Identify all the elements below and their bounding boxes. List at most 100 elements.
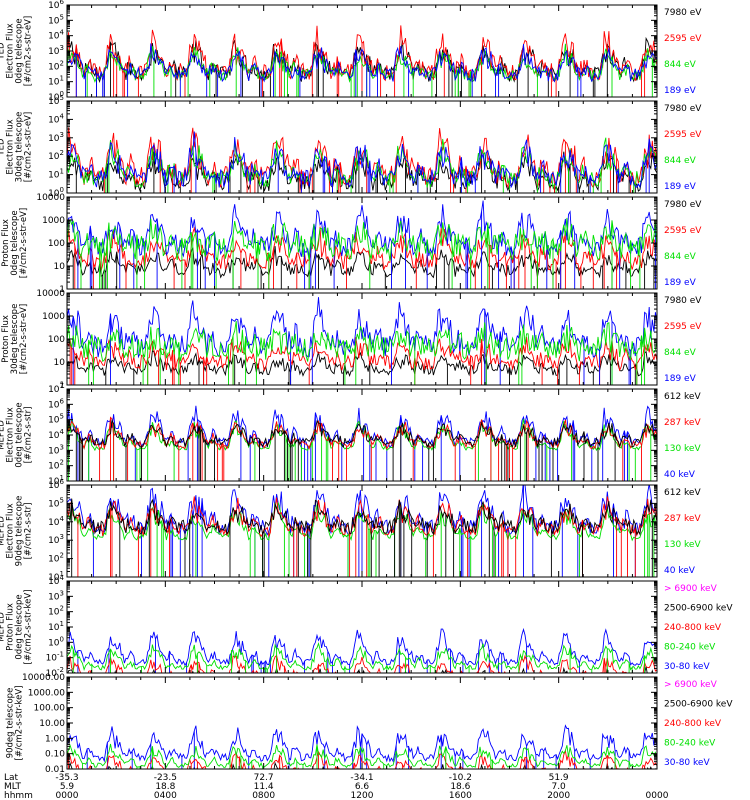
x-tick-label-hhmm: 2000 xyxy=(547,791,570,800)
y-tick-label: 10000 xyxy=(36,289,65,299)
legend-entry: 844 eV xyxy=(664,156,697,166)
x-row-label: Lat xyxy=(4,773,19,783)
series-40-kev xyxy=(67,485,657,577)
y-axis-label: 90deg telescope[#/cm2-s-str-keV] xyxy=(6,686,25,761)
legend-entry: 189 eV xyxy=(664,86,697,96)
panel-data xyxy=(67,724,657,769)
y-tick-label: 104 xyxy=(48,428,64,441)
series-240-800-kev xyxy=(67,748,657,769)
panel-ted-e-0: 100 101 102 103 104 105 106 TEDElectron Flux0de… xyxy=(0,0,702,103)
y-tick-label: 105 xyxy=(48,94,64,107)
y-tick-label: 1 xyxy=(59,285,65,295)
y-tick-label: 106 xyxy=(48,0,64,11)
legend-entry: 7980 eV xyxy=(664,104,702,114)
legend-entry: 189 eV xyxy=(664,278,697,288)
series-844-ev xyxy=(67,217,657,289)
legend-entry: 612 keV xyxy=(664,488,701,498)
panel-meped-e-0: 101 102 103 104 105 106 107 MEPEDElectron Flux0… xyxy=(0,382,701,487)
legend-entry: 7980 eV xyxy=(664,200,702,210)
y-tick-label: 106 xyxy=(48,397,64,410)
y-tick-label: 10.00 xyxy=(39,719,65,729)
x-tick-label-mlt: 18.6 xyxy=(450,782,470,792)
x-tick-label-lat: 51.9 xyxy=(549,773,569,783)
series--6900-kev xyxy=(67,675,657,676)
legend-entry: 612 keV xyxy=(664,392,701,402)
x-tick-label-lat: 72.7 xyxy=(254,773,274,783)
series-287-kev xyxy=(67,416,657,481)
y-tick-label: 104 xyxy=(48,574,64,587)
y-tick-label: 10000 xyxy=(36,193,65,203)
x-tick-label-lat: -34.1 xyxy=(350,773,373,783)
legend-entry: 189 eV xyxy=(664,374,697,384)
panel-data xyxy=(67,297,657,385)
y-axis-label: MEPEDElectron Flux0deg telescope[#/cm2-s… xyxy=(0,402,34,467)
series-80-240-kev xyxy=(67,743,657,769)
series-80-240-kev xyxy=(67,641,657,673)
x-tick-label-hhmm: 0400 xyxy=(154,791,177,800)
y-tick-label: 1000 xyxy=(42,216,65,226)
panel-meped-e-90: 101 102 103 104 105 106 MEPEDElectron Flux90de… xyxy=(0,478,701,583)
series-130-kev xyxy=(67,419,657,481)
series-189-ev xyxy=(67,297,657,385)
y-tick-label: 100 xyxy=(48,635,64,648)
panel-data xyxy=(67,127,657,193)
legend-entry: 40 keV xyxy=(664,566,696,576)
legend-entry: 7980 eV xyxy=(664,296,702,306)
y-tick-label: 100 xyxy=(48,239,65,249)
series-612-kev xyxy=(67,498,657,577)
y-tick-label: 10000.00 xyxy=(22,673,65,683)
x-tick-label-hhmm: 0000 xyxy=(646,791,669,800)
x-tick-label-mlt: 6.6 xyxy=(355,782,370,792)
x-tick-label-hhmm: 0000 xyxy=(56,791,79,800)
y-tick-label: 0.10 xyxy=(45,750,65,760)
y-tick-label: 100.00 xyxy=(34,704,66,714)
legend-entry: 130 keV xyxy=(664,444,701,454)
y-tick-label: 102 xyxy=(48,552,64,565)
legend-entry: 2595 eV xyxy=(664,34,702,44)
y-tick-label: 10-1 xyxy=(46,651,64,664)
x-tick-label-hhmm: 1600 xyxy=(449,791,472,800)
x-tick-label-mlt: 7.0 xyxy=(551,782,566,792)
legend-entry: 7980 eV xyxy=(664,8,702,18)
panel-data xyxy=(67,485,657,577)
series-30-80-kev xyxy=(67,724,657,769)
panel-data xyxy=(67,200,657,289)
y-tick-label: 103 xyxy=(48,131,64,144)
y-axis-label: MEPEDProton Flux0deg telescope[#/cm2-s-s… xyxy=(0,590,34,665)
y-tick-label: 103 xyxy=(48,533,64,546)
legend-entry: 30-80 keV xyxy=(664,758,710,768)
x-row-label: MLT xyxy=(4,782,22,792)
x-tick-label-lat: -35.3 xyxy=(55,773,78,783)
y-axis-label: TEDElectron Flux30deg telescope[#/cm2-s-… xyxy=(0,112,34,183)
series-844-ev xyxy=(67,321,657,385)
legend-entry: 80-240 keV xyxy=(664,643,716,653)
y-tick-label: 1 xyxy=(59,381,65,391)
y-tick-label: 0.01 xyxy=(45,765,65,775)
y-tick-label: 104 xyxy=(48,515,64,528)
y-tick-label: 10 xyxy=(54,262,66,272)
y-tick-label: 101 xyxy=(48,620,64,633)
y-tick-label: 10 xyxy=(54,358,66,368)
panel-ted-p-0: 1 10 100 1000 10000 Proton Flux0deg telescope… xyxy=(1,193,702,295)
series-2595-ev xyxy=(67,127,657,193)
legend-entry: 240-800 keV xyxy=(664,623,722,633)
panel-ted-p-30: 1 10 100 1000 10000 Proton Flux30deg telescop… xyxy=(1,289,702,391)
legend-entry: 844 eV xyxy=(664,348,697,358)
y-tick-label: 105 xyxy=(48,413,64,426)
y-tick-label: 107 xyxy=(48,382,64,395)
y-tick-label: 103 xyxy=(48,44,64,57)
x-tick-label-lat: -23.5 xyxy=(154,773,177,783)
y-tick-label: 103 xyxy=(48,443,64,456)
y-tick-label: 100 xyxy=(48,335,65,345)
series-189-ev xyxy=(67,200,657,289)
x-tick-label-lat: -10.2 xyxy=(449,773,472,783)
y-tick-label: 100 xyxy=(48,90,64,103)
y-tick-label: 105 xyxy=(48,13,64,26)
series-189-ev xyxy=(67,131,657,193)
y-axis-label: Proton Flux30deg telescope[#/cm2-s-str-e… xyxy=(1,304,29,375)
legend-entry: 287 keV xyxy=(664,418,701,428)
x-row-label: hhmm xyxy=(4,791,33,800)
y-tick-label: 103 xyxy=(48,589,64,602)
legend-entry: 2595 eV xyxy=(664,322,702,332)
legend-entry: 844 eV xyxy=(664,252,697,262)
